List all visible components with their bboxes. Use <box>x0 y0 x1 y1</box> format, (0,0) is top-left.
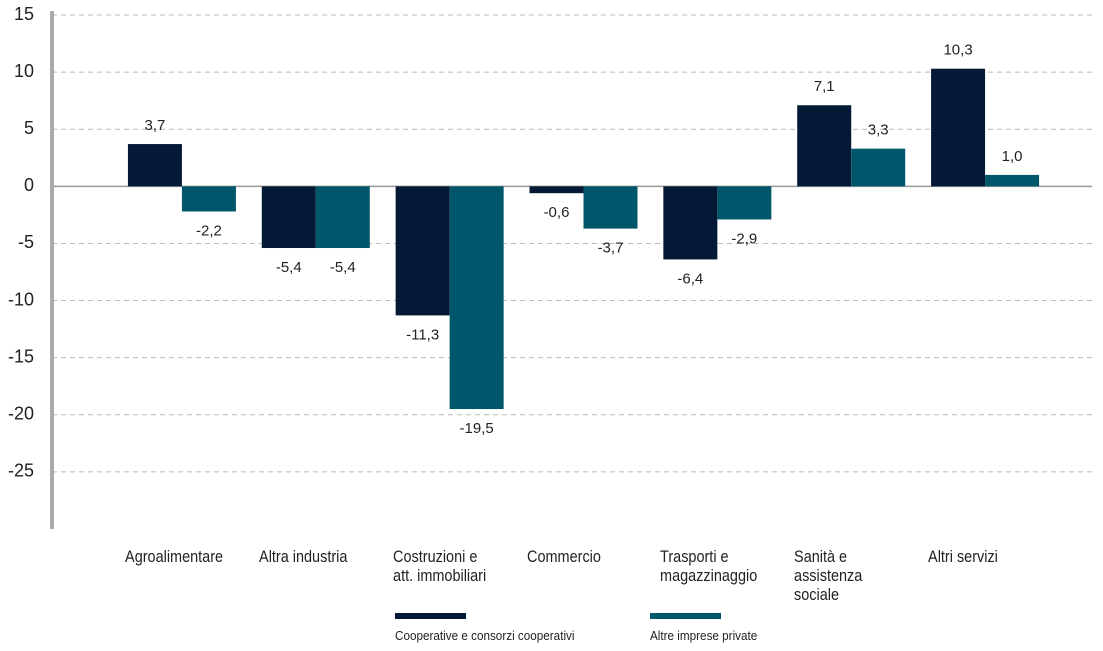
legend-swatch <box>395 613 466 619</box>
bar <box>181 186 236 212</box>
bar <box>985 174 1040 187</box>
x-tick-label: Sanità e assistenza sociale <box>794 547 863 604</box>
data-label: -5,4 <box>276 259 302 276</box>
bar <box>529 186 584 194</box>
data-label: -2,9 <box>731 230 757 247</box>
bar <box>663 186 718 260</box>
y-tick-label: 15 <box>14 4 34 24</box>
data-label: 7,1 <box>814 78 835 95</box>
x-tick-label: Costruzioni e att. immobiliari <box>392 547 486 585</box>
x-tick-label: Trasporti e magazzinaggio <box>660 547 758 585</box>
bar <box>797 105 852 187</box>
data-label: -5,4 <box>330 259 356 276</box>
bar <box>127 144 182 187</box>
legend-label: Cooperative e consorzi cooperativi <box>395 628 575 643</box>
bar <box>931 68 986 187</box>
y-tick-label: 5 <box>24 118 34 138</box>
y-tick-label: -20 <box>8 404 34 424</box>
x-tick-label: Altri servizi <box>928 547 998 566</box>
y-tick-label: 10 <box>14 61 34 81</box>
x-tick-label: Agroalimentare <box>124 547 223 566</box>
data-label: 3,3 <box>868 122 889 139</box>
data-label: 10,3 <box>943 42 972 59</box>
data-label: -19,5 <box>460 420 494 437</box>
y-tick-label: -5 <box>18 232 34 252</box>
x-tick-label: Altra industria <box>258 547 348 566</box>
bar <box>583 186 638 229</box>
y-tick-label: -10 <box>8 289 34 309</box>
legend-swatch <box>650 613 721 619</box>
data-label: -11,3 <box>406 326 439 343</box>
bar <box>395 186 450 316</box>
y-tick-label: -25 <box>8 461 34 481</box>
data-label: -0,6 <box>544 204 570 221</box>
data-label: 1,0 <box>1002 148 1023 165</box>
data-label: -6,4 <box>677 270 703 287</box>
bar <box>315 186 370 249</box>
x-tick-label: Commercio <box>526 547 601 566</box>
data-label: -2,2 <box>196 222 222 239</box>
data-label: 3,7 <box>144 117 165 134</box>
y-tick-label: 0 <box>24 175 34 195</box>
legend-label: Altre imprese private <box>650 628 758 643</box>
bar <box>851 148 906 187</box>
data-label: -3,7 <box>598 240 624 257</box>
bar <box>717 186 772 220</box>
y-tick-label: -15 <box>8 346 34 366</box>
bar <box>449 186 504 410</box>
bar <box>261 186 316 249</box>
